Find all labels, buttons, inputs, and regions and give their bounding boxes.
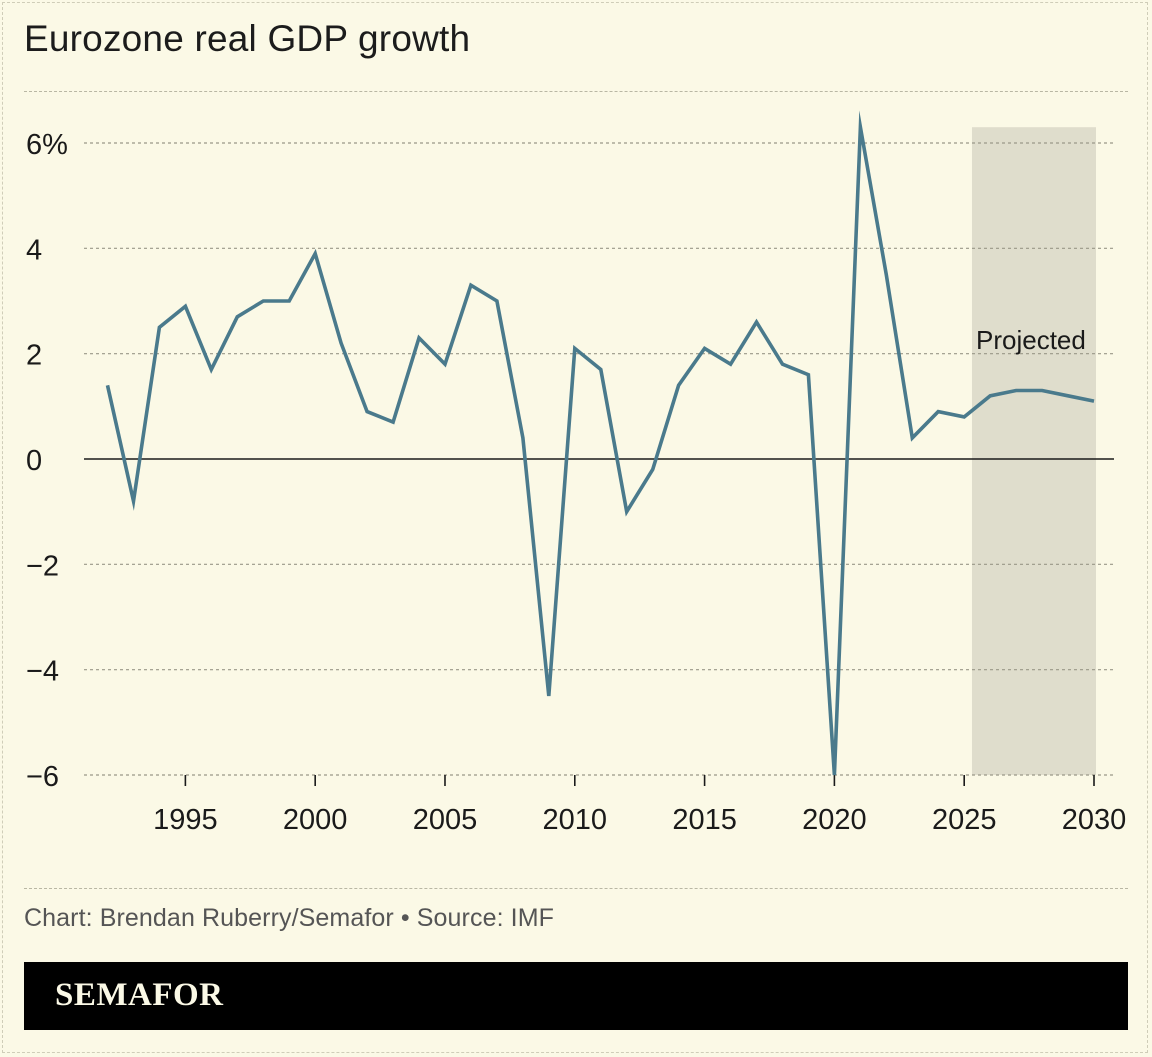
data-point [755,320,759,324]
data-point [313,252,317,256]
projection-band [971,127,1096,775]
data-point [261,299,265,303]
chart-title: Eurozone real GDP growth [24,18,471,59]
brand-logo: SEMAFOR [55,977,224,1013]
y-tick-label: 6% [26,129,68,161]
data-point [729,362,733,366]
x-tick-label: 2000 [283,804,348,836]
data-point [236,315,240,319]
y-tick-label: 0 [26,445,42,477]
x-tick-label: 2020 [802,804,867,836]
data-point [651,468,655,472]
data-point [1014,389,1018,393]
data-point [547,694,551,698]
data-point [625,510,629,514]
y-tick-label: −6 [26,761,59,793]
data-point [391,420,395,424]
x-tick-label: 2010 [543,804,608,836]
data-point [936,410,940,414]
data-point [417,336,421,340]
data-point [495,299,499,303]
data-point [599,368,603,372]
data-point [443,362,447,366]
data-point [521,436,525,440]
data-point [184,304,188,308]
x-tick-label: 2005 [413,804,478,836]
data-point [287,299,291,303]
data-point [962,415,966,419]
data-point [1040,389,1044,393]
data-point [859,125,863,129]
data-point [573,347,577,351]
y-tick-label: −2 [26,550,59,582]
data-point [833,773,837,777]
line-chart: −6 −4 −2 0 2 4 6% 1995 2000 2005 2010 2015 2020 2025… [26,110,1127,836]
data-point [1092,399,1096,403]
x-tick-label: 2030 [1062,804,1127,836]
x-tick-label: 2025 [932,804,997,836]
source-credit: Chart: Brendan Ruberry/Semafor • Source:… [24,904,555,932]
y-tick-label: 4 [26,234,42,266]
data-point [910,436,914,440]
projected-label: Projected [976,325,1086,355]
x-tick-label: 2015 [672,804,737,836]
brand-bar: SEMAFOR [24,962,1128,1030]
data-point [132,499,136,503]
top-divider [24,91,1128,92]
data-point [703,347,707,351]
data-point [677,383,681,387]
data-point [210,368,214,372]
data-point [1066,394,1070,398]
series-line [105,110,1095,776]
x-tick-label: 1995 [153,804,218,836]
y-tick-label: 2 [26,340,42,372]
data-point [988,394,992,398]
data-point [106,383,110,387]
data-point [365,410,369,414]
bottom-divider [24,888,1128,889]
data-point [158,326,162,330]
data-point [885,273,889,277]
y-tick-label: −4 [26,656,59,688]
data-point [807,373,811,377]
data-point [339,341,343,345]
data-point [469,283,473,287]
data-point [781,362,785,366]
